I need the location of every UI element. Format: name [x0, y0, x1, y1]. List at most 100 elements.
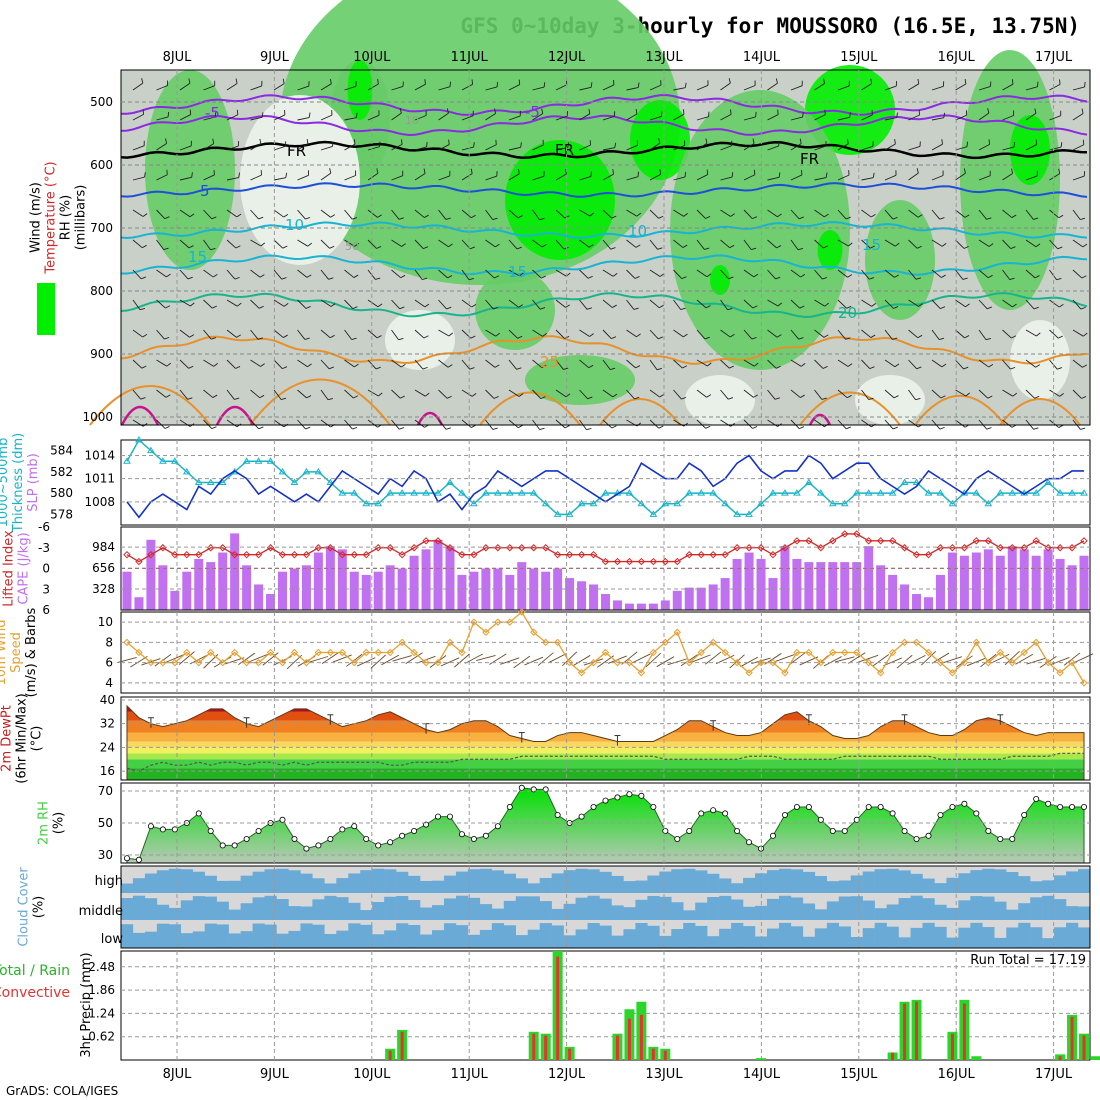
wind-barb [720, 209, 731, 217]
wind-barb-flag [329, 168, 332, 174]
wind-barb-flag [258, 216, 264, 220]
wind-barb-flag [940, 306, 946, 310]
wind-barb-flag [916, 168, 919, 174]
contour-label: 5 [200, 182, 210, 200]
wind-barb [555, 389, 567, 398]
wind-barb [1072, 269, 1083, 279]
lifted-index-point [625, 557, 634, 566]
wind-barb-flag [376, 168, 379, 174]
cloud-low-bar [790, 926, 804, 948]
thickness-point [948, 499, 957, 507]
cloud-low-bar [479, 929, 493, 948]
cloud-middle-bar [1054, 899, 1067, 920]
precip-convective-bar [400, 1031, 404, 1060]
cape-bar [995, 555, 1005, 610]
cape-tick-label: 656 [92, 561, 115, 575]
wind-barb-flag [987, 108, 990, 114]
wind-barb [344, 209, 353, 220]
wind-barb-flag [352, 426, 358, 430]
wind-barb [391, 112, 402, 121]
rh2m-point [889, 810, 896, 817]
wind-barb-flag [870, 213, 876, 218]
wind-barb [297, 209, 306, 220]
thickness-point [242, 457, 251, 464]
wind-barb [767, 269, 776, 280]
cape-bar [242, 565, 252, 610]
precip-convective-bar [639, 1014, 643, 1060]
cloud-middle-bar [886, 904, 899, 920]
wind-barb [931, 239, 943, 247]
cloud-low-bar [503, 925, 516, 948]
cape-bar [1019, 549, 1029, 610]
wind-barb-flag [869, 366, 875, 370]
wind-barb-flag [496, 81, 499, 87]
cape-bar [1055, 558, 1065, 610]
wind-barb-flag [1057, 367, 1063, 370]
wind-barb-flag [492, 217, 498, 221]
wind-barb [414, 329, 425, 339]
pressure-tick-label: 700 [90, 221, 113, 235]
wind-barb-flag [517, 215, 523, 219]
wind-barb-flag [704, 336, 710, 340]
wind-barb [837, 419, 847, 430]
cape-bar [122, 571, 132, 610]
cloud-high-bar [551, 873, 564, 893]
wind-barb [579, 269, 589, 279]
temp2m-tick-label: 40 [100, 693, 115, 707]
wind-barb [250, 359, 261, 367]
wind-barb [696, 174, 708, 181]
cloud-middle-bar [432, 905, 445, 920]
cloud-high-bar [1018, 876, 1031, 893]
cloud-high-bar [204, 875, 217, 893]
wind-barb-flag [1057, 246, 1063, 250]
wind-barb-flag [1034, 275, 1040, 279]
cloud-middle-bar [970, 896, 983, 920]
wind-barb [978, 389, 989, 399]
rh2m-point [710, 807, 717, 814]
wind-barb [414, 146, 427, 151]
wind-barb [414, 299, 426, 308]
lifted-index-point [135, 557, 143, 566]
wind-barb-flag [258, 305, 264, 309]
wind-barb-flag [565, 393, 571, 398]
wind10-barb [500, 657, 520, 665]
wind-barb-flag [542, 333, 547, 337]
cloud-high-bar [300, 873, 313, 893]
slp-tick-label: 1008 [84, 495, 115, 509]
wind10-speed-point [805, 648, 813, 657]
wind-barb-flag [778, 172, 781, 178]
precip-convective-bar [950, 1033, 954, 1060]
precip-ylabel: 3hr Precip (mm) [79, 952, 94, 1057]
wind-barb [367, 114, 380, 121]
wind-barb-flag [1081, 108, 1084, 114]
thickness-point [852, 489, 861, 496]
wind-barb-flag [329, 366, 334, 370]
wind-barb [320, 329, 331, 339]
wind-barb [250, 85, 262, 91]
thickness-point [972, 489, 981, 496]
wind-barb [602, 209, 613, 219]
thickness-point [1044, 478, 1053, 485]
wind-barb [767, 359, 777, 369]
cloud-middle-bar [862, 900, 875, 920]
wind-barb [1049, 269, 1057, 280]
temp-color-band [126, 759, 1085, 769]
precip-convective-bar [568, 1048, 572, 1060]
cloud-low-bar [695, 925, 708, 948]
cape-bar [624, 603, 634, 610]
temp2m-tick-label: 32 [100, 717, 115, 731]
wind-barb-flag [728, 397, 734, 400]
wind-barb [955, 172, 966, 181]
wind-barb [508, 209, 519, 219]
cloud-high-bar [922, 878, 935, 893]
wind10-barb [165, 654, 185, 663]
wind-barb [626, 359, 636, 369]
cloud-low-bar [264, 924, 277, 948]
wind-barb [273, 177, 286, 181]
day-label-top: 8JUL [163, 50, 193, 65]
wind-barb [1002, 83, 1014, 91]
wind-barb [1072, 299, 1082, 310]
wind-barb-flag [963, 246, 969, 249]
thickness-point [804, 478, 813, 485]
